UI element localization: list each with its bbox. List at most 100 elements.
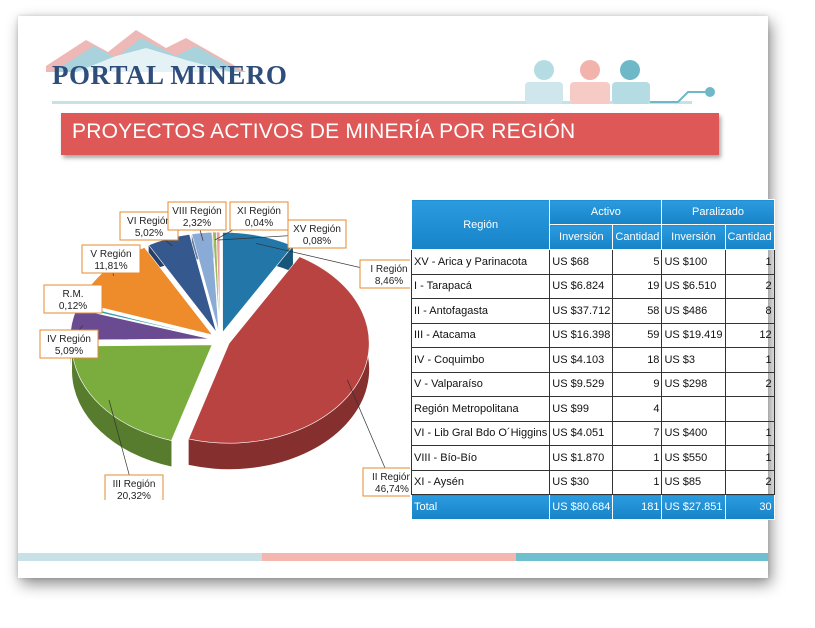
footer-stripe <box>18 553 768 561</box>
cell-total-paused-quantity: 30 <box>724 494 775 520</box>
portal-minero-logo <box>46 30 246 72</box>
table-row: II - Antofagasta US $37.712 58 US $486 8 <box>410 298 775 324</box>
cell-active-investment: US $4.051 <box>549 420 614 446</box>
cell-active-investment: US $16.398 <box>549 322 614 348</box>
cell-active-quantity: 18 <box>612 347 663 373</box>
callout-region-label: R.M. <box>62 289 83 300</box>
cell-paused-investment: US $486 <box>661 298 726 324</box>
paused-quantity-header: Cantidad <box>724 224 775 250</box>
header-divider <box>52 101 692 104</box>
cell-paused-quantity: 8 <box>724 298 775 324</box>
callout-region-label: IV Región <box>47 334 91 345</box>
callout-percent-label: 0,04% <box>245 218 273 229</box>
table-total-row: Total US $80.684 181 US $27.851 30 <box>410 494 775 520</box>
callout-percent-label: 5,02% <box>135 228 163 239</box>
callout-box <box>287 219 347 249</box>
cell-paused-investment <box>661 396 726 422</box>
cell-paused-investment: US $100 <box>661 249 726 275</box>
callout-region-label: I Región <box>370 264 407 275</box>
table-row: XV - Arica y Parinacota US $68 5 US $100… <box>410 249 775 275</box>
group-active-header: Activo <box>549 199 663 225</box>
pie-slice-side <box>188 256 370 470</box>
cell-active-quantity: 1 <box>612 469 663 495</box>
cell-active-investment: US $99 <box>549 396 614 422</box>
group-paused-header: Paralizado <box>661 199 775 225</box>
callout-percent-label: 46,74% <box>375 484 409 495</box>
callout-percent-label: 0,12% <box>59 301 87 312</box>
cell-region: Región Metropolitana <box>410 396 551 422</box>
cell-active-investment: US $6.824 <box>549 273 614 299</box>
col-region-header: Región <box>410 199 551 250</box>
cell-total-paused-investment: US $27.851 <box>661 494 726 520</box>
cell-active-investment: US $1.870 <box>549 445 614 471</box>
pie-slice-xv-regi-n <box>216 231 221 333</box>
callout-box <box>362 467 410 497</box>
people-icon <box>525 60 715 104</box>
cell-paused-quantity: 1 <box>724 347 775 373</box>
title-bar: PROYECTOS ACTIVOS DE MINERÍA POR REGIÓN <box>61 113 719 155</box>
cell-active-investment: US $9.529 <box>549 371 614 397</box>
cell-active-quantity: 7 <box>612 420 663 446</box>
cell-active-investment: US $37.712 <box>549 298 614 324</box>
callout-box <box>81 244 141 274</box>
pie-slice-viii-regi-n <box>191 231 220 333</box>
table-row: XI - Aysén US $30 1 US $85 2 <box>410 469 775 495</box>
brand-name: PORTAL MINERO <box>52 60 288 90</box>
cell-paused-quantity: 2 <box>724 469 775 495</box>
callout-region-label: III Región <box>113 479 156 490</box>
cell-paused-investment: US $400 <box>661 420 726 446</box>
callout-box <box>104 474 164 500</box>
table-row: VI - Lib Gral Bdo O´Higgins US $4.051 7 … <box>410 420 775 446</box>
callout-percent-label: 2,32% <box>183 218 211 229</box>
table-row: IV - Coquimbo US $4.103 18 US $3 1 <box>410 347 775 373</box>
projects-table: Región Activo Paralizado Inversión Canti… <box>410 199 775 520</box>
callout-region-label: XI Región <box>237 206 281 217</box>
callout-percent-label: 11,81% <box>94 261 127 272</box>
pie-slice-ii-regi-n <box>188 256 370 444</box>
cell-region: I - Tarapacá <box>410 273 551 299</box>
cell-paused-quantity <box>724 396 775 422</box>
cell-active-quantity: 58 <box>612 298 663 324</box>
cell-active-quantity: 4 <box>612 396 663 422</box>
callout-box <box>167 201 227 231</box>
callout-box <box>43 284 103 314</box>
callout-percent-label: 20,32% <box>117 491 151 500</box>
pie-slice-side <box>72 346 172 467</box>
callout-percent-label: 8,46% <box>375 276 403 287</box>
table-row: I - Tarapacá US $6.824 19 US $6.510 2 <box>410 273 775 299</box>
callout-leader-line <box>346 379 392 483</box>
table-row: VIII - Bío-Bío US $1.870 1 US $550 1 <box>410 445 775 471</box>
cell-active-quantity: 59 <box>612 322 663 348</box>
callout-box <box>39 329 99 359</box>
callout-percent-label: 0,08% <box>303 236 331 247</box>
cell-paused-investment: US $3 <box>661 347 726 373</box>
cell-region: VIII - Bío-Bío <box>410 445 551 471</box>
callout-region-label: VI Región <box>127 216 171 227</box>
cell-total-active-investment: US $80.684 <box>549 494 614 520</box>
cell-active-quantity: 5 <box>612 249 663 275</box>
cell-paused-investment: US $298 <box>661 371 726 397</box>
cell-region: VI - Lib Gral Bdo O´Higgins <box>410 420 551 446</box>
callout-region-label: V Región <box>90 249 131 260</box>
cell-region: XV - Arica y Parinacota <box>410 249 551 275</box>
cell-paused-quantity: 2 <box>724 371 775 397</box>
cell-paused-investment: US $19.419 <box>661 322 726 348</box>
table-row: Región Metropolitana US $99 4 <box>410 396 775 422</box>
cell-paused-quantity: 1 <box>724 249 775 275</box>
cell-active-investment: US $4.103 <box>549 347 614 373</box>
cell-paused-quantity: 2 <box>724 273 775 299</box>
cell-paused-investment: US $550 <box>661 445 726 471</box>
cell-active-quantity: 1 <box>612 445 663 471</box>
cell-region: XI - Aysén <box>410 469 551 495</box>
cell-active-quantity: 19 <box>612 273 663 299</box>
cell-region: IV - Coquimbo <box>410 347 551 373</box>
callout-leader-line <box>108 400 134 490</box>
cell-region: II - Antofagasta <box>410 298 551 324</box>
cell-paused-quantity: 1 <box>724 420 775 446</box>
callout-percent-label: 5,09% <box>55 346 83 357</box>
page-title: PROYECTOS ACTIVOS DE MINERÍA POR REGIÓN <box>72 120 576 143</box>
cell-region: III - Atacama <box>410 322 551 348</box>
callout-region-label: VIII Región <box>172 206 221 217</box>
cell-active-investment: US $68 <box>549 249 614 275</box>
callout-box <box>229 201 289 231</box>
